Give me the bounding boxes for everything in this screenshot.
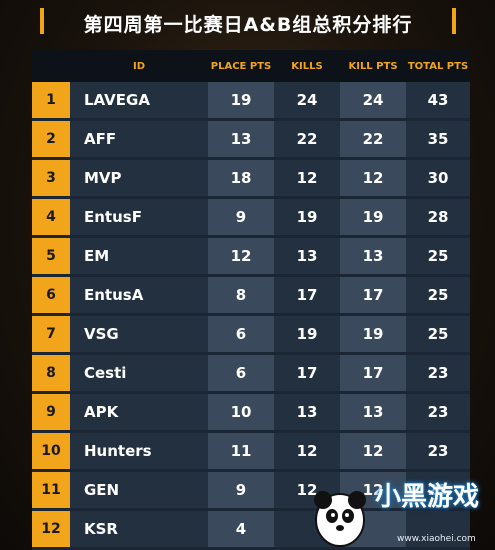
team-id-cell: EntusF	[84, 208, 142, 226]
rank-cell: 3	[32, 160, 70, 196]
team-id-cell: KSR	[84, 520, 118, 538]
total-pts-cell: 25	[427, 325, 449, 343]
team-id-cell: AFF	[84, 130, 117, 148]
table-row: 9 APK 10 13 13 23	[32, 394, 470, 430]
page-title: 第四周第一比赛日A&B组总积分排行	[83, 13, 413, 36]
kills-cell: 19	[296, 325, 318, 343]
title-bar: 第四周第一比赛日A&B组总积分排行	[18, 0, 478, 46]
kill-pts-cell: 17	[340, 355, 406, 391]
table-row: 3 MVP 18 12 12 30	[32, 160, 470, 196]
kill-pts-cell: 22	[340, 121, 406, 157]
kill-pts-cell: 19	[340, 316, 406, 352]
total-pts-cell: 43	[427, 91, 449, 109]
kills-cell: 13	[296, 247, 318, 265]
rank-cell: 2	[32, 121, 70, 157]
table-row: 7 VSG 6 19 19 25	[32, 316, 470, 352]
team-id-cell: VSG	[84, 325, 119, 343]
rank-cell: 12	[32, 511, 70, 547]
kill-pts-cell: 12	[340, 433, 406, 469]
kills-cell: 17	[296, 364, 318, 382]
kill-pts-cell: 17	[340, 277, 406, 313]
header-id: ID	[132, 60, 146, 72]
team-id-cell: Cesti	[84, 364, 127, 382]
table-row: 10 Hunters 11 12 12 23	[32, 433, 470, 469]
kill-pts-cell: 12	[340, 472, 406, 508]
rank-cell: 5	[32, 238, 70, 274]
place-pts-cell: 18	[208, 160, 274, 196]
kill-pts-cell: 13	[340, 394, 406, 430]
kills-cell: 13	[296, 403, 318, 421]
table-header: ID PLACE PTS KILLS KILL PTS TOTAL PTS	[32, 50, 470, 82]
kills-cell: 12	[296, 481, 318, 499]
team-id-cell: EntusA	[84, 286, 144, 304]
total-pts-cell: 35	[427, 130, 449, 148]
kill-pts-cell: 19	[340, 199, 406, 235]
table-row: 2 AFF 13 22 22 35	[32, 121, 470, 157]
watermark: 小黑游戏 www.xiaohei.com	[305, 470, 495, 550]
team-id-cell: EM	[84, 247, 110, 265]
team-id-cell: GEN	[84, 481, 120, 499]
rank-cell: 1	[32, 82, 70, 118]
total-pts-cell: 28	[427, 208, 449, 226]
place-pts-cell: 6	[208, 316, 274, 352]
place-pts-cell: 12	[208, 238, 274, 274]
team-id-cell: MVP	[84, 169, 122, 187]
kills-cell: 12	[296, 442, 318, 460]
place-pts-cell: 13	[208, 121, 274, 157]
header-place-pts: PLACE PTS	[210, 60, 272, 72]
table-row: 11 GEN 9 12 12 21	[32, 472, 470, 508]
place-pts-cell: 11	[208, 433, 274, 469]
panda-mascot-icon	[314, 491, 366, 547]
total-pts-cell: 23	[427, 403, 449, 421]
kills-cell: 22	[296, 130, 318, 148]
place-pts-cell: 9	[208, 199, 274, 235]
place-pts-cell: 10	[208, 394, 274, 430]
table-row: 12 KSR 4	[32, 511, 470, 547]
place-pts-cell: 9	[208, 472, 274, 508]
place-pts-cell: 19	[208, 82, 274, 118]
rank-cell: 7	[32, 316, 70, 352]
total-pts-cell: 23	[427, 442, 449, 460]
rank-cell: 8	[32, 355, 70, 391]
watermark-url: www.xiaohei.com	[397, 534, 476, 544]
kills-cell: 19	[296, 208, 318, 226]
place-pts-cell: 8	[208, 277, 274, 313]
header-kill-pts: KILL PTS	[348, 60, 398, 72]
rank-cell: 10	[32, 433, 70, 469]
place-pts-cell: 6	[208, 355, 274, 391]
table-row: 6 EntusA 8 17 17 25	[32, 277, 470, 313]
table-row: 1 LAVEGA 19 24 24 43	[32, 82, 470, 118]
watermark-text: 小黑游戏	[375, 482, 480, 512]
rank-cell: 9	[32, 394, 70, 430]
header-rank	[32, 50, 70, 82]
rank-cell: 4	[32, 199, 70, 235]
rank-cell: 11	[32, 472, 70, 508]
rank-cell: 6	[32, 277, 70, 313]
table-row: 4 EntusF 9 19 19 28	[32, 199, 470, 235]
kill-pts-cell: 24	[340, 82, 406, 118]
total-pts-cell: 23	[427, 364, 449, 382]
header-kills: KILLS	[291, 60, 323, 72]
total-pts-cell: 21	[427, 481, 449, 499]
team-id-cell: APK	[84, 403, 119, 421]
kill-pts-cell: 13	[340, 238, 406, 274]
kills-cell: 24	[296, 91, 318, 109]
kills-cell: 12	[296, 169, 318, 187]
team-id-cell: LAVEGA	[84, 91, 150, 109]
table-row: 5 EM 12 13 13 25	[32, 238, 470, 274]
header-total-pts: TOTAL PTS	[407, 60, 469, 72]
table-row: 8 Cesti 6 17 17 23	[32, 355, 470, 391]
total-pts-cell: 30	[427, 169, 449, 187]
total-pts-cell: 25	[427, 247, 449, 265]
team-id-cell: Hunters	[84, 442, 152, 460]
kills-cell: 17	[296, 286, 318, 304]
total-pts-cell: 25	[427, 286, 449, 304]
kill-pts-cell: 12	[340, 160, 406, 196]
place-pts-cell: 4	[208, 511, 274, 547]
